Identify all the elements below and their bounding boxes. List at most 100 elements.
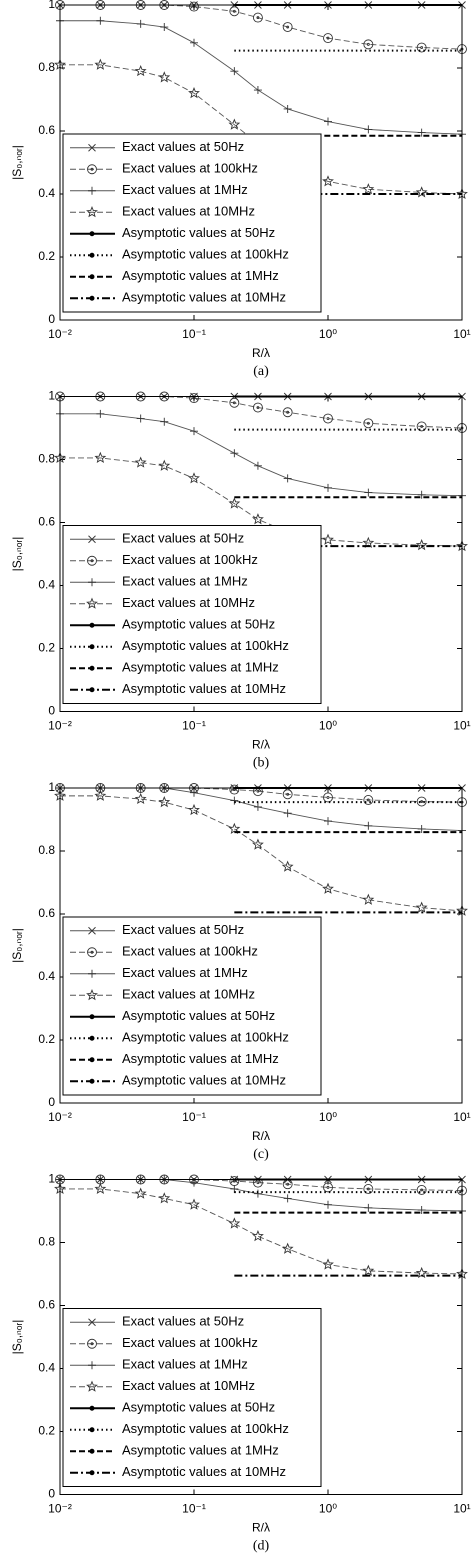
data-marker — [324, 817, 332, 826]
data-marker — [252, 402, 263, 413]
data-marker — [324, 483, 332, 492]
data-marker — [323, 792, 333, 803]
data-marker — [158, 71, 171, 83]
data-marker — [190, 788, 198, 797]
x-tick-label: 10⁻² — [48, 1110, 72, 1124]
data-marker — [252, 1229, 264, 1242]
data-marker — [363, 418, 374, 429]
data-marker — [362, 893, 375, 905]
legend-label: Exact values at 50Hz — [122, 139, 244, 154]
x-axis-label: R/λ — [252, 738, 270, 752]
legend-marker — [89, 687, 95, 693]
data-marker — [230, 449, 239, 458]
y-tick-label: 0 — [48, 1487, 55, 1501]
y-tick-label: 0.6 — [38, 515, 55, 529]
legend-marker — [88, 1318, 96, 1327]
data-marker — [323, 413, 333, 424]
data-marker — [229, 397, 240, 408]
legend-label: Exact values at 1MHz — [122, 574, 248, 589]
plot-frame — [59, 396, 463, 712]
legend-marker — [89, 665, 95, 671]
x-tick-label: 10⁻² — [48, 719, 72, 733]
data-marker — [96, 16, 105, 25]
legend-label: Asymptotic values at 1MHz — [122, 268, 279, 283]
series-line — [60, 20, 463, 135]
legend-marker — [89, 622, 95, 628]
legend-marker — [87, 555, 97, 566]
legend-label: Exact values at 10MHz — [122, 595, 255, 610]
data-marker — [94, 58, 107, 70]
data-marker — [253, 461, 262, 470]
legend-label: Asymptotic values at 10MHz — [122, 290, 286, 305]
legend-marker — [87, 1338, 97, 1349]
data-marker — [417, 1206, 426, 1215]
legend-label: Exact values at 100kHz — [122, 1335, 258, 1350]
data-marker — [364, 821, 373, 830]
data-marker — [229, 1176, 240, 1187]
data-marker — [282, 407, 293, 418]
data-marker — [362, 1264, 375, 1276]
data-marker — [158, 795, 171, 808]
x-tick-label: 10¹ — [453, 719, 470, 733]
legend-box — [62, 525, 322, 704]
data-marker — [94, 1182, 107, 1194]
y-tick-label: 0.8 — [38, 452, 55, 466]
y-tick-label: 0.2 — [38, 1424, 55, 1438]
legend-marker — [89, 644, 95, 650]
legend-label: Asymptotic values at 10MHz — [122, 1073, 286, 1088]
data-marker — [134, 456, 147, 468]
y-tick-label: 0 — [48, 704, 55, 718]
legend-label: Exact values at 10MHz — [122, 987, 255, 1002]
legend-label: Asymptotic values at 1MHz — [122, 1443, 279, 1458]
legend-marker — [89, 1035, 95, 1041]
legend-marker — [89, 252, 95, 258]
legend-label: Exact values at 50Hz — [122, 531, 244, 546]
legend-label: Exact values at 50Hz — [122, 1314, 244, 1329]
data-marker — [228, 497, 241, 509]
legend-label: Exact values at 1MHz — [122, 1357, 248, 1372]
data-marker — [228, 1217, 241, 1229]
data-marker — [323, 33, 333, 44]
data-marker — [228, 118, 241, 130]
data-marker — [364, 488, 373, 497]
data-marker — [415, 538, 428, 551]
legend-marker — [87, 947, 97, 958]
legend-marker — [88, 1361, 96, 1370]
panel-caption: (b) — [253, 756, 270, 771]
x-tick-label: 10⁻¹ — [182, 1502, 206, 1516]
data-marker — [324, 117, 332, 126]
data-marker — [160, 23, 169, 32]
data-marker — [94, 789, 107, 801]
y-tick-label: 1 — [48, 389, 55, 403]
data-marker — [457, 44, 467, 55]
legend-marker — [89, 295, 95, 301]
legend-marker — [86, 1380, 98, 1392]
panel-caption: (a) — [253, 364, 269, 379]
legend-marker — [89, 1014, 95, 1020]
data-marker — [252, 838, 264, 850]
x-tick-label: 10⁻¹ — [182, 327, 206, 341]
data-marker — [189, 1, 199, 12]
legend-label: Exact values at 100kHz — [122, 161, 258, 176]
legend-marker — [89, 1470, 95, 1476]
data-marker — [322, 175, 334, 187]
data-marker — [324, 1200, 332, 1209]
series-line — [60, 1188, 463, 1275]
y-tick-label: 0.2 — [38, 249, 55, 263]
plot-frame — [59, 4, 463, 321]
legend-label: Exact values at 10MHz — [122, 1378, 255, 1393]
legend-box — [62, 133, 322, 313]
y-axis-label: |S₀,ₙₒᵣ| — [10, 145, 24, 180]
data-marker — [416, 1184, 427, 1195]
y-tick-label: 0 — [48, 1095, 55, 1109]
data-marker — [417, 128, 426, 137]
data-marker — [253, 86, 262, 95]
data-marker — [252, 513, 264, 525]
legend-label: Asymptotic values at 50Hz — [122, 225, 275, 240]
legend-label: Exact values at 50Hz — [122, 922, 244, 937]
data-marker — [136, 414, 145, 423]
data-marker — [281, 1242, 294, 1254]
x-tick-label: 10⁻¹ — [182, 1110, 206, 1124]
data-marker — [417, 490, 426, 499]
